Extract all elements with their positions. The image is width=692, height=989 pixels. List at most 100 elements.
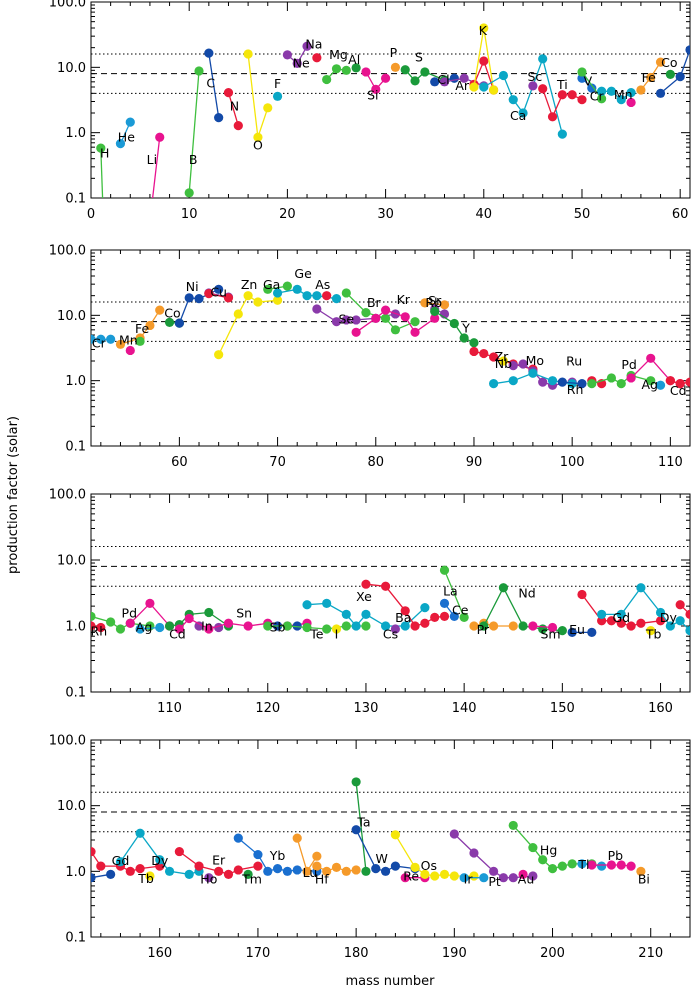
data-point [626,88,636,98]
x-tick-label: 130 [354,701,379,716]
element-series-mn [597,86,636,105]
element-label-p: P [390,45,398,60]
data-point [361,866,371,876]
element-label-ne: Ne [293,55,310,70]
x-tick-label: 160 [147,946,172,961]
data-point [341,65,351,75]
series-line [473,622,514,627]
data-point [449,871,459,881]
element-series-nb [498,356,509,366]
data-point [479,621,489,631]
data-point [204,48,214,58]
data-point [538,377,548,387]
element-label-sm: Sm [540,626,560,641]
data-point [272,295,283,305]
data-point [282,50,292,60]
y-tick-label: 1.0 [65,865,86,880]
element-series-cu [204,289,234,303]
data-point [91,621,96,631]
element-label-rb: Rb [425,295,442,310]
x-tick-label: 20 [279,207,296,222]
element-series-tm [243,869,253,879]
data-point [361,67,371,77]
data-point [91,873,96,883]
data-point [263,103,273,113]
data-point [597,94,607,104]
element-series-dy [675,600,690,619]
data-point [528,81,538,91]
element-label-yb: Yb [269,848,286,863]
series-line [591,864,632,867]
data-point [665,69,675,79]
data-point [145,871,155,881]
element-label-y: Y [461,320,470,335]
data-point [420,618,430,628]
y-axis-title: production factor (solar) [6,416,21,574]
element-label-mn: Mn [119,332,138,347]
series-line [404,69,445,82]
data-point [410,862,420,872]
element-series-zn [214,291,283,360]
data-point [449,611,459,621]
data-point [322,598,332,609]
data-point [646,626,656,636]
element-label-o: O [253,138,263,153]
element-label-zn: Zn [241,277,258,292]
element-label-ce: Ce [452,602,469,617]
element-series-li [151,132,165,198]
data-point [194,66,204,76]
data-point [312,53,322,63]
data-point [214,350,224,360]
data-point [528,621,538,631]
data-point [547,112,558,122]
element-series-br [341,288,420,335]
data-point [204,624,214,634]
element-label-ag: Ag [641,377,658,392]
element-series-gd [577,589,666,631]
element-label-n: N [230,98,239,113]
data-point [263,866,273,876]
element-series-ru [557,377,587,389]
data-point [351,621,361,631]
data-point [439,598,450,609]
x-tick-label: 10 [181,207,198,222]
data-point [577,859,587,869]
panel-4: 0.1 1.0 10.0 100.0 160 170 180 190 200 210 Gd Tb Dy H… [49,734,691,961]
element-series-co [665,69,675,79]
data-point [214,113,224,123]
series-line [100,148,104,198]
element-series-cd [665,376,690,389]
element-label-la: La [443,583,458,598]
element-label-dy: Dy [660,610,678,625]
data-point [96,622,106,633]
element-label-pd: Pd [122,605,137,620]
element-series-ga [263,281,292,294]
data-point [626,621,636,631]
element-series-pb [587,860,636,871]
data-point [479,82,489,92]
element-label-in: In [201,619,213,634]
plot-frame [90,1,691,199]
data-point [547,864,558,874]
data-point [655,380,666,390]
element-series-mn [125,345,135,356]
data-point [380,866,391,876]
element-series-tb [646,626,656,636]
data-point [145,598,155,609]
data-point [390,830,401,840]
data-point [145,320,155,331]
element-series-o [243,49,273,142]
element-label-eu: Eu [569,622,585,637]
data-point [518,621,528,631]
element-label-na: Na [305,36,322,51]
data-point [194,861,204,871]
data-point [449,318,459,329]
element-label-b: B [189,152,198,167]
data-point [616,609,626,619]
y-tick-label: 10.0 [57,554,86,569]
data-point [508,361,518,371]
element-series-ta [351,777,371,876]
data-point [380,313,391,323]
x-tick-label: 110 [157,701,182,716]
data-point [361,609,371,619]
